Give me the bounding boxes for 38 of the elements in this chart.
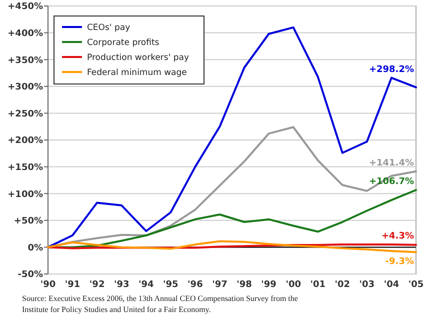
x-tick-label: '92 bbox=[89, 280, 105, 290]
x-tick-label: '01 bbox=[310, 280, 326, 290]
x-tick-label: '95 bbox=[163, 280, 178, 290]
legend-label: CEOs' pay bbox=[87, 22, 130, 33]
y-tick-label: +450% bbox=[8, 2, 43, 12]
x-tick-label: '93 bbox=[114, 280, 130, 290]
source-note: Source: Executive Excess 2006, the 13th Annual CEO Compensation Survey from the Institute for Policy Studies and United for a Fair Economy. bbox=[22, 294, 298, 314]
legend-label: Federal minimum wage bbox=[87, 68, 187, 78]
y-tick-label: +100% bbox=[8, 190, 43, 200]
line-series bbox=[47, 240, 417, 254]
x-tick-label: '96 bbox=[188, 280, 203, 290]
y-tick-label: +350% bbox=[8, 56, 43, 66]
y-tick-label: 0% bbox=[28, 243, 43, 254]
y-tick-label: +250% bbox=[8, 109, 43, 120]
data-label: -9.3% bbox=[385, 257, 414, 268]
x-tick-label: '05 bbox=[408, 280, 424, 290]
x-tick-label: '97 bbox=[212, 280, 228, 290]
x-tick-label: '02 bbox=[334, 280, 350, 290]
y-tick-label: +300% bbox=[8, 82, 43, 93]
y-tick-label: +200% bbox=[8, 136, 43, 146]
y-tick-label: +150% bbox=[8, 162, 43, 173]
x-tick-label: '98 bbox=[236, 280, 252, 290]
x-tick-label: '00 bbox=[286, 280, 301, 290]
x-tick-label: '99 bbox=[261, 280, 276, 290]
y-tick-label: +50% bbox=[14, 216, 43, 227]
y-tick-label: -50% bbox=[18, 270, 43, 280]
x-tick-label: '04 bbox=[384, 280, 400, 290]
legend-label: Corporate profits bbox=[87, 38, 160, 48]
x-tick-label: '90 bbox=[40, 280, 56, 290]
data-label: +298.2% bbox=[368, 64, 414, 75]
x-tick-label: '91 bbox=[64, 280, 80, 290]
y-tick-label: +400% bbox=[8, 28, 43, 39]
data-label: +4.3% bbox=[381, 232, 414, 242]
data-label: +141.4% bbox=[368, 158, 414, 168]
data-label: +106.7% bbox=[368, 177, 414, 188]
legend-label: Production workers' pay bbox=[87, 52, 190, 63]
x-tick-label: '03 bbox=[359, 280, 375, 290]
x-tick-label: '94 bbox=[138, 280, 154, 290]
